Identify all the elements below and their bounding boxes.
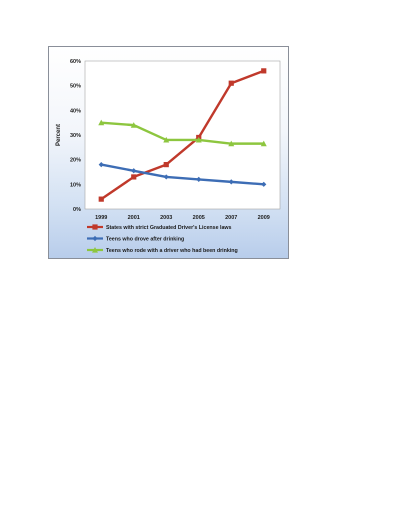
x-tick-label: 2009 xyxy=(258,215,270,221)
legend: States with strict Graduated Driver's Li… xyxy=(87,224,238,254)
data-point-diamond xyxy=(163,174,169,180)
data-point-square xyxy=(228,80,234,86)
x-axis-ticks: 1999 2001 2003 2005 2007 2009 xyxy=(95,215,270,221)
y-tick-label: 40% xyxy=(70,108,81,114)
data-point-square xyxy=(261,68,267,74)
line-chart: 0% 10% 20% 30% 40% 50% 60% 1999 2001 2003 2005 200… xyxy=(56,59,281,254)
chart-frame: 0% 10% 20% 30% 40% 50% 60% 1999 2001 2003 2005 200… xyxy=(48,46,289,259)
series-layer xyxy=(98,68,267,202)
data-point-diamond xyxy=(196,176,202,182)
data-point-triangle xyxy=(92,247,98,253)
legend-label: States with strict Graduated Driver's Li… xyxy=(106,225,232,231)
y-axis-ticks: 0% 10% 20% 30% 40% 50% 60% xyxy=(70,59,81,213)
data-point-triangle xyxy=(163,136,170,143)
data-point-square xyxy=(92,224,98,230)
y-tick-label: 50% xyxy=(70,84,81,90)
y-tick-label: 0% xyxy=(73,207,81,213)
legend-label: Teens who rode with a driver who had bee… xyxy=(106,248,238,254)
series-line xyxy=(100,69,265,201)
series-3 xyxy=(98,119,267,147)
data-point-diamond xyxy=(92,235,98,242)
x-tick-label: 2005 xyxy=(193,215,205,221)
data-point-triangle xyxy=(195,136,202,143)
y-tick-label: 30% xyxy=(70,133,81,139)
data-point-triangle xyxy=(130,122,137,128)
legend-item: States with strict Graduated Driver's Li… xyxy=(87,224,232,231)
data-point-diamond xyxy=(131,168,137,174)
x-tick-label: 2001 xyxy=(128,215,140,221)
data-point-triangle xyxy=(98,119,105,126)
data-point-diamond xyxy=(228,179,234,185)
data-point-diamond xyxy=(98,162,104,168)
data-point-square xyxy=(131,174,137,180)
y-tick-label: 20% xyxy=(70,158,81,164)
data-point-diamond xyxy=(261,181,267,187)
x-tick-label: 2007 xyxy=(225,215,237,221)
data-point-triangle xyxy=(228,140,235,147)
series-2 xyxy=(98,162,267,187)
data-point-square xyxy=(98,196,104,202)
y-tick-label: 60% xyxy=(70,59,81,65)
x-tick-label: 1999 xyxy=(95,215,107,221)
data-point-square xyxy=(163,162,169,168)
x-tick-label: 2003 xyxy=(160,215,172,221)
y-axis-title: Percent xyxy=(56,124,62,146)
legend-item: Teens who drove after drinking xyxy=(87,235,184,243)
series-line xyxy=(101,163,264,186)
legend-label: Teens who drove after drinking xyxy=(106,237,184,243)
data-point-triangle xyxy=(260,140,267,147)
plot-area xyxy=(84,60,281,210)
legend-item: Teens who rode with a driver who had bee… xyxy=(87,247,238,254)
y-tick-label: 10% xyxy=(70,182,81,188)
series-line xyxy=(101,121,264,145)
